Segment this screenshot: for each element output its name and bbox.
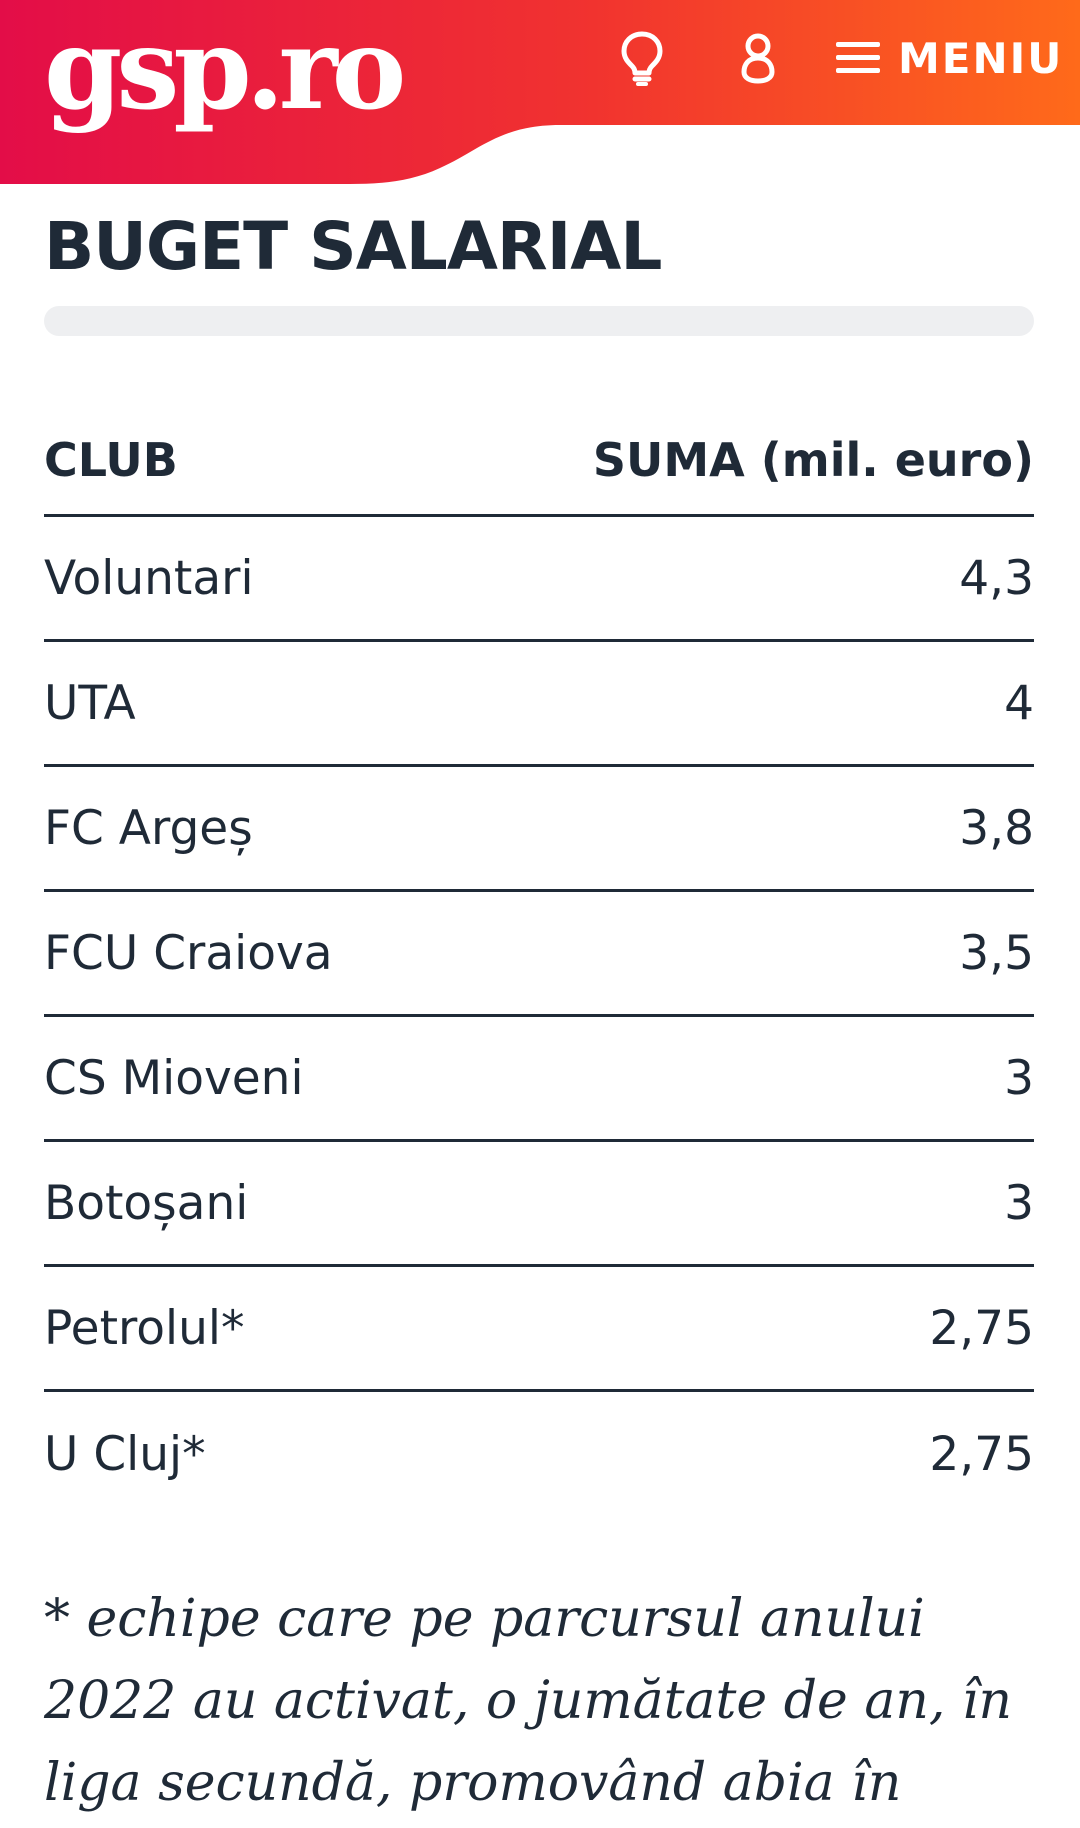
column-header-club: CLUB [44, 432, 178, 487]
lightbulb-icon[interactable] [616, 30, 668, 86]
user-icon[interactable] [732, 30, 784, 86]
menu-button[interactable]: MENIU [836, 28, 1063, 88]
table-row: CS Mioveni 3 [44, 1017, 1034, 1142]
club-suma: 3 [1004, 1050, 1034, 1106]
table-row: Botoșani 3 [44, 1142, 1034, 1267]
club-suma: 3,5 [959, 925, 1034, 981]
column-header-suma: SUMA (mil. euro) [592, 432, 1034, 487]
club-suma: 2,75 [929, 1427, 1034, 1482]
club-name: UTA [44, 675, 136, 731]
club-name: Botoșani [44, 1175, 249, 1231]
club-name: FC Argeș [44, 800, 253, 856]
club-suma: 4 [1004, 675, 1034, 731]
header-background [0, 0, 1080, 184]
table-row: FCU Craiova 3,5 [44, 892, 1034, 1017]
club-name: CS Mioveni [44, 1050, 304, 1106]
club-suma: 3,8 [959, 800, 1034, 856]
footnote: * echipe care pe parcursul anului 2022 a… [44, 1589, 1012, 1813]
table-row: Voluntari 4,3 [44, 517, 1034, 642]
club-suma: 2,75 [929, 1300, 1034, 1356]
club-name: Petrolul* [44, 1300, 245, 1356]
menu-label: MENIU [898, 33, 1064, 83]
club-suma: 4,3 [959, 550, 1034, 606]
table-row: Petrolul* 2,75 [44, 1267, 1034, 1392]
table-row: FC Argeș 3,8 [44, 767, 1034, 892]
table-row: UTA 4 [44, 642, 1034, 767]
table-row: U Cluj* 2,75 [44, 1392, 1034, 1517]
hamburger-icon [836, 42, 880, 73]
title-divider [44, 306, 1034, 336]
club-name: Voluntari [44, 550, 254, 606]
club-name: U Cluj* [44, 1427, 206, 1482]
club-name: FCU Craiova [44, 925, 333, 981]
site-logo[interactable]: gsp.ro [44, 4, 406, 135]
table-header: CLUB SUMA (mil. euro) [44, 405, 1034, 517]
page-title: BUGET SALARIAL [44, 208, 662, 285]
club-suma: 3 [1004, 1175, 1034, 1231]
site-header: gsp.ro MENIU [0, 0, 1080, 190]
salary-table: CLUB SUMA (mil. euro) Voluntari 4,3 UTA … [44, 405, 1034, 1517]
